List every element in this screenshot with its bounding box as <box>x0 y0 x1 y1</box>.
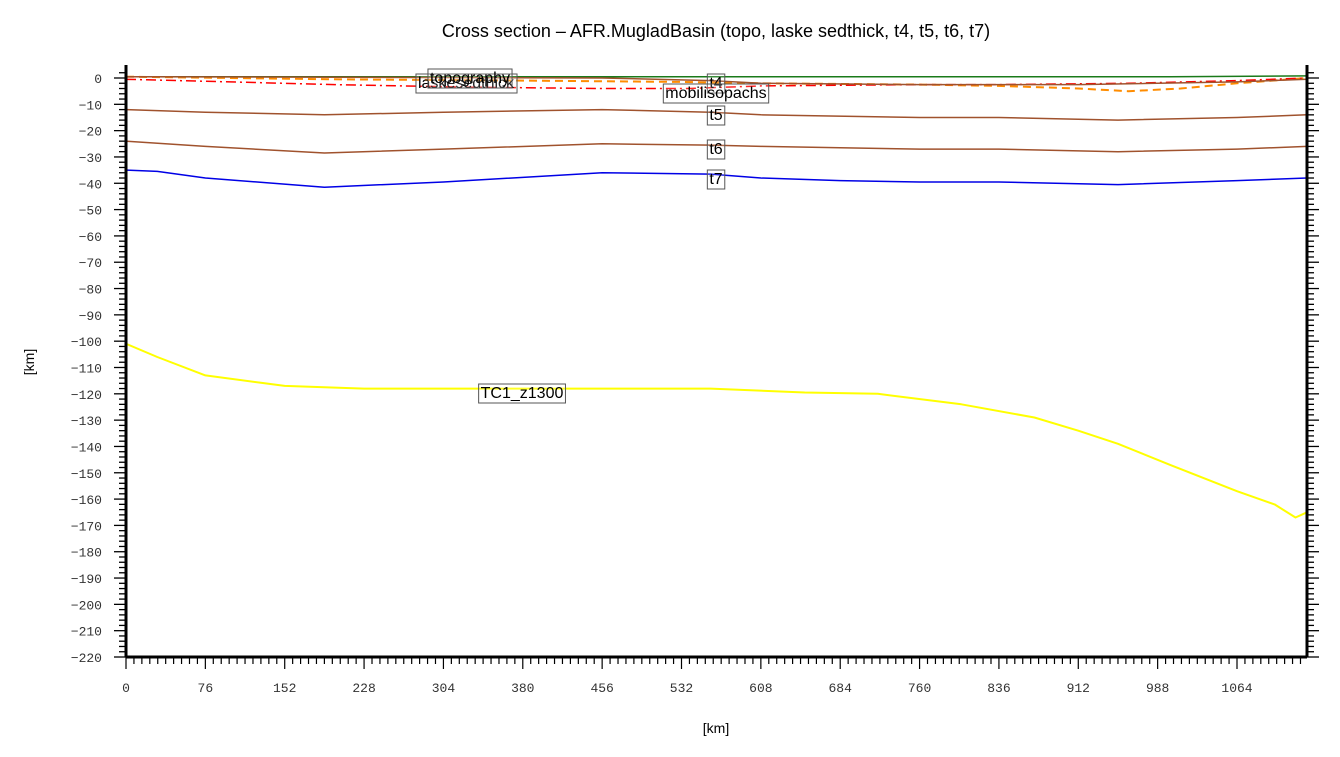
y-tick-label: −10 <box>79 98 102 113</box>
series-label-t7: t7 <box>706 169 726 190</box>
x-tick-label: 608 <box>749 681 772 696</box>
y-tick-label: −40 <box>79 177 102 192</box>
y-axis-label: [km] <box>21 349 37 375</box>
y-tick-label: −220 <box>71 651 102 666</box>
series-tc1-z1300-line <box>125 342 1308 519</box>
y-tick-label: −100 <box>71 335 102 350</box>
svg-text:t5: t5 <box>709 107 722 124</box>
series-t6-line <box>125 140 1308 154</box>
series-label-t5: t5 <box>706 105 726 126</box>
x-tick-label: 0 <box>122 681 130 696</box>
chart-title: Cross section – AFR.MugladBasin (topo, l… <box>442 21 990 41</box>
y-tick-label: −160 <box>71 493 102 508</box>
y-tick-label: −180 <box>71 546 102 561</box>
axes: 0 −10 −20 −30 −40 −50 −60 −70 −80 −90 −100 −110 −120… <box>71 65 1319 696</box>
plot-area: 0 −10 −20 −30 −40 −50 −60 −70 −80 −90 −100 −110 −120… <box>71 65 1319 696</box>
y-tick-label: −50 <box>79 204 102 219</box>
y-tick-label: −150 <box>71 467 102 482</box>
y-tick-label: −60 <box>79 230 102 245</box>
x-tick-label: 988 <box>1146 681 1169 696</box>
y-tick-label: −30 <box>79 151 102 166</box>
x-tick-label: 912 <box>1067 681 1090 696</box>
svg-text:topography: topography <box>430 70 510 87</box>
y-tick-label: −130 <box>71 414 102 429</box>
series-t4-line <box>125 75 1308 86</box>
x-tick-label: 228 <box>352 681 375 696</box>
y-tick-label: −90 <box>79 309 102 324</box>
x-tick-label: 76 <box>198 681 214 696</box>
y-tick-label: −210 <box>71 625 102 640</box>
x-axis-label: [km] <box>703 720 729 736</box>
y-tick-label: −190 <box>71 572 102 587</box>
y-tick-label: −200 <box>71 598 102 613</box>
y-tick-label: −120 <box>71 388 102 403</box>
x-tick-label: 760 <box>908 681 931 696</box>
x-tick-label: 684 <box>829 681 853 696</box>
y-tick-label: −70 <box>79 256 102 271</box>
x-tick-label: 456 <box>590 681 613 696</box>
series-label-t6: t6 <box>706 139 726 160</box>
svg-text:t7: t7 <box>709 171 722 188</box>
y-tick-label: −20 <box>79 125 102 140</box>
x-tick-label: 532 <box>670 681 693 696</box>
x-tick-label: 836 <box>987 681 1010 696</box>
y-tick-label: −80 <box>79 283 102 298</box>
x-tick-label: 380 <box>511 681 534 696</box>
x-tick-label: 152 <box>273 681 296 696</box>
series-label-mobilisopachs: mobilisopachs <box>662 83 770 104</box>
x-tick-label: 1064 <box>1221 681 1252 696</box>
series-layer <box>125 75 1308 519</box>
svg-text:t6: t6 <box>709 141 722 158</box>
y-tick-label: −140 <box>71 440 102 455</box>
x-tick-label: 304 <box>432 681 456 696</box>
y-tick-label: −170 <box>71 519 102 534</box>
series-t5-line <box>125 108 1308 121</box>
y-tick-label: 0 <box>94 72 102 87</box>
series-label-topography: topography <box>427 68 513 89</box>
y-tick-label: −110 <box>71 362 102 377</box>
series-label-tc1-z1300: TC1_z1300 <box>478 383 566 404</box>
svg-text:TC1_z1300: TC1_z1300 <box>481 385 564 402</box>
svg-text:mobilisopachs: mobilisopachs <box>665 85 766 102</box>
series-t7-line <box>125 169 1308 188</box>
